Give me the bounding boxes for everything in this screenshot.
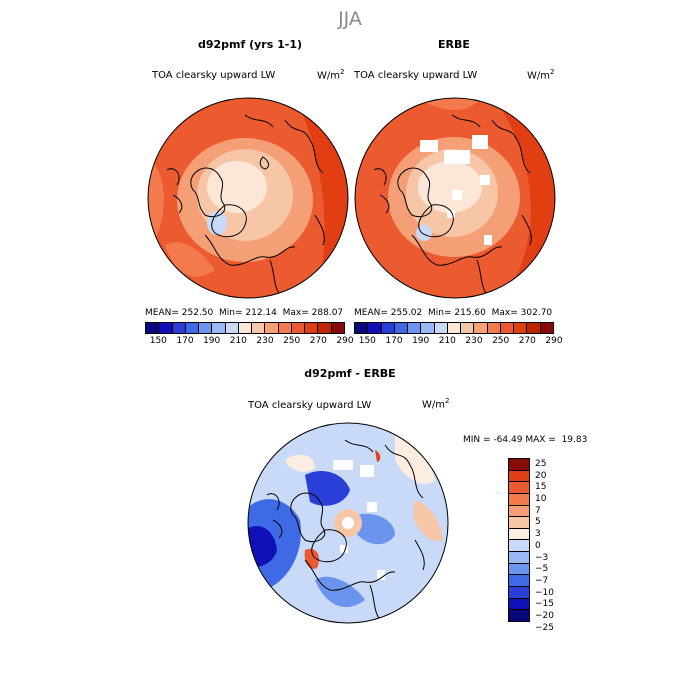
colorbar-tick-label: 210 — [229, 336, 247, 346]
colorbar-swatch — [509, 459, 529, 471]
panel1-polar-map — [147, 97, 349, 299]
colorbar-tick-label: −25 — [535, 622, 554, 633]
colorbar-tick-label: 0 — [535, 540, 541, 551]
colorbar-swatch — [509, 610, 529, 621]
colorbar-swatch — [212, 323, 226, 333]
colorbar-swatch — [509, 528, 529, 541]
colorbar-tick-label: 210 — [438, 336, 456, 346]
colorbar-swatch — [527, 323, 541, 333]
colorbar-swatch — [394, 323, 409, 333]
colorbar-swatch — [408, 323, 422, 333]
panel3-units: W/m2 — [422, 397, 450, 411]
panel3-colorbar — [508, 458, 530, 622]
colorbar-swatch — [159, 323, 173, 333]
colorbar-tick-label: −10 — [535, 587, 554, 598]
colorbar-swatch — [509, 493, 529, 506]
colorbar-tick-label: 150 — [149, 336, 167, 346]
colorbar-swatch — [500, 323, 515, 333]
colorbar-tick-label: 25 — [535, 458, 547, 469]
panel2-colorbar — [354, 322, 554, 334]
colorbar-tick-label: −7 — [535, 576, 549, 586]
colorbar-swatch — [434, 323, 448, 333]
colorbar-tick-label: 250 — [283, 336, 301, 346]
colorbar-swatch — [509, 482, 529, 494]
colorbar-tick-label: 230 — [465, 336, 483, 346]
colorbar-swatch — [421, 323, 435, 333]
colorbar-swatch — [305, 323, 319, 333]
colorbar-tick-label: 270 — [518, 336, 536, 346]
panel1-stats: MEAN= 252.50 Min= 212.14 Max= 288.07 — [145, 308, 344, 318]
colorbar-tick-label: 170 — [176, 336, 194, 346]
colorbar-swatch — [514, 323, 528, 333]
colorbar-swatch — [291, 323, 306, 333]
panel2-stats: MEAN= 255.02 Min= 215.60 Max= 302.70 — [354, 308, 553, 318]
colorbar-tick-label: −15 — [535, 599, 554, 610]
colorbar-tick-label: −5 — [535, 564, 549, 575]
colorbar-swatch — [146, 323, 160, 333]
colorbar-swatch — [509, 552, 529, 564]
colorbar-swatch — [461, 323, 475, 333]
colorbar-swatch — [509, 517, 529, 529]
panel1-units: W/m2 — [317, 68, 345, 82]
colorbar-tick-label: 150 — [358, 336, 376, 346]
colorbar-tick-label: −3 — [535, 552, 549, 563]
colorbar-tick-label: 270 — [309, 336, 327, 346]
colorbar-tick-label: 250 — [492, 336, 510, 346]
colorbar-tick-label: 290 — [545, 336, 563, 346]
panel2-polar-map — [354, 97, 556, 299]
panel3-stats: MIN = -64.49 MAX = 19.83 — [463, 435, 588, 445]
colorbar-tick-label: −20 — [535, 611, 554, 622]
colorbar-swatch — [278, 323, 292, 333]
colorbar-tick-label: 5 — [535, 517, 541, 528]
colorbar-tick-label: 190 — [203, 336, 221, 346]
colorbar-swatch — [172, 323, 186, 333]
colorbar-tick-label: 15 — [535, 482, 547, 493]
colorbar-tick-label: 10 — [535, 494, 547, 504]
panel2-field-label: TOA clearsky upward LW — [354, 70, 478, 81]
colorbar-swatch — [381, 323, 395, 333]
season-title: JJA — [338, 8, 362, 30]
colorbar-swatch — [487, 323, 501, 333]
colorbar-swatch — [185, 323, 200, 333]
colorbar-swatch — [509, 563, 529, 576]
panel2-units: W/m2 — [527, 68, 555, 82]
panel2-title: ERBE — [438, 38, 470, 51]
panel1-colorbar — [145, 322, 345, 334]
colorbar-tick-label: 7 — [535, 505, 541, 516]
panel1-field-label: TOA clearsky upward LW — [152, 70, 276, 81]
colorbar-swatch — [318, 323, 332, 333]
panel1-colorbar-ticks: 150 170 190 210 230 250 270 290 — [145, 336, 354, 348]
colorbar-tick-label: 3 — [535, 529, 541, 540]
colorbar-tick-label: 290 — [336, 336, 354, 346]
colorbar-swatch — [199, 323, 213, 333]
colorbar-swatch — [509, 587, 529, 599]
colorbar-tick-label: 20 — [535, 470, 547, 481]
panel3-polar-map — [247, 422, 449, 624]
colorbar-tick-label: 190 — [412, 336, 430, 346]
colorbar-swatch — [252, 323, 266, 333]
colorbar-swatch — [509, 598, 529, 611]
panel3-title: d92pmf - ERBE — [304, 367, 396, 380]
panel2-colorbar-ticks: 150 170 190 210 230 250 270 290 — [354, 336, 563, 348]
panel3-colorbar-ticks: 25 20 15 10 7 5 3 0 −3 −5 −7 −10 −15 −20 −25 — [535, 458, 575, 633]
colorbar-swatch — [265, 323, 279, 333]
colorbar-swatch — [331, 323, 344, 333]
colorbar-tick-label: 230 — [256, 336, 274, 346]
colorbar-swatch — [474, 323, 488, 333]
colorbar-swatch — [225, 323, 239, 333]
colorbar-swatch — [238, 323, 253, 333]
colorbar-swatch — [355, 323, 369, 333]
colorbar-swatch — [540, 323, 553, 333]
colorbar-swatch — [509, 575, 529, 588]
panel3-field-label: TOA clearsky upward LW — [248, 400, 372, 411]
colorbar-swatch — [509, 540, 529, 553]
colorbar-swatch — [509, 505, 529, 518]
colorbar-tick-label: 170 — [385, 336, 403, 346]
colorbar-swatch — [447, 323, 462, 333]
colorbar-swatch — [368, 323, 382, 333]
colorbar-swatch — [509, 470, 529, 483]
panel1-title: d92pmf (yrs 1-1) — [197, 38, 303, 51]
